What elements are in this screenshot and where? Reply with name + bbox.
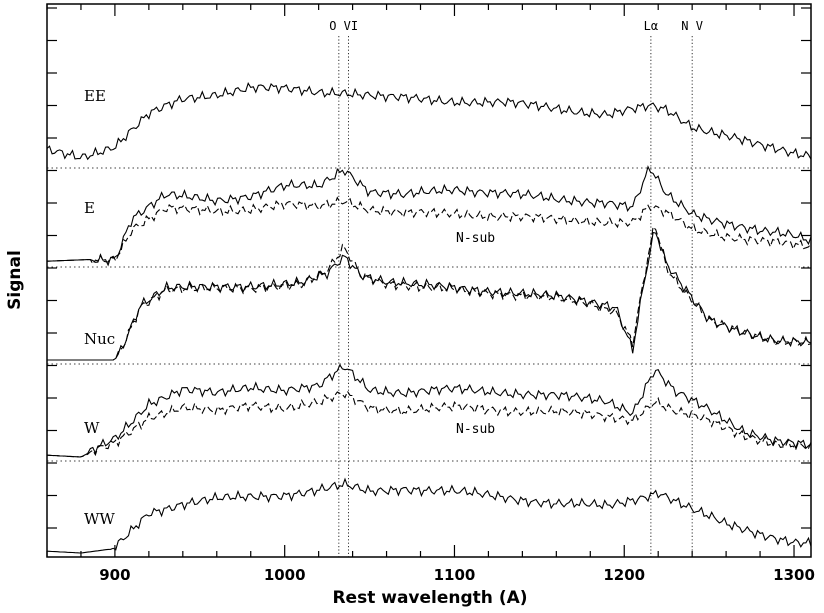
spectrum-line-ee xyxy=(46,81,812,161)
n-sub-annotation: N-sub xyxy=(456,231,495,246)
spectrum-line-w xyxy=(46,363,812,458)
panel-separators xyxy=(47,167,811,462)
spectrum-line-e xyxy=(46,165,812,267)
reference-line-label: Lα xyxy=(644,19,658,33)
x-tick-label: 1000 xyxy=(264,566,306,584)
axis-ticks: 900 1000 1100 1200 1300 xyxy=(46,4,815,584)
plot-frame xyxy=(46,3,812,558)
x-tick-label: 1100 xyxy=(434,566,476,584)
spectrum-line-nuc xyxy=(47,231,812,361)
panel-label: Nuc xyxy=(84,330,115,348)
y-axis-title: Signal xyxy=(5,250,25,310)
panel-label: W xyxy=(84,419,100,437)
spectra-series xyxy=(46,81,812,554)
reference-lines: O VI Lα N V xyxy=(329,19,703,557)
spectrum-line-nuc-nsub xyxy=(47,225,812,361)
panel-label: WW xyxy=(84,510,115,528)
x-tick-label: 1200 xyxy=(603,566,645,584)
spectrum-line-e-nsub xyxy=(46,196,812,265)
x-axis-title: Rest wavelength (A) xyxy=(332,588,527,608)
panel-label: E xyxy=(84,199,95,217)
reference-line-label: O VI xyxy=(329,19,358,33)
x-tick-label: 1300 xyxy=(773,566,815,584)
n-sub-annotation: N-sub xyxy=(456,422,495,437)
spectrum-line-w-nsub xyxy=(46,390,812,458)
reference-line-label: N V xyxy=(681,19,703,33)
x-tick-label: 900 xyxy=(99,566,130,584)
spectrum-line-ww xyxy=(46,477,812,554)
panel-label: EE xyxy=(84,87,106,105)
